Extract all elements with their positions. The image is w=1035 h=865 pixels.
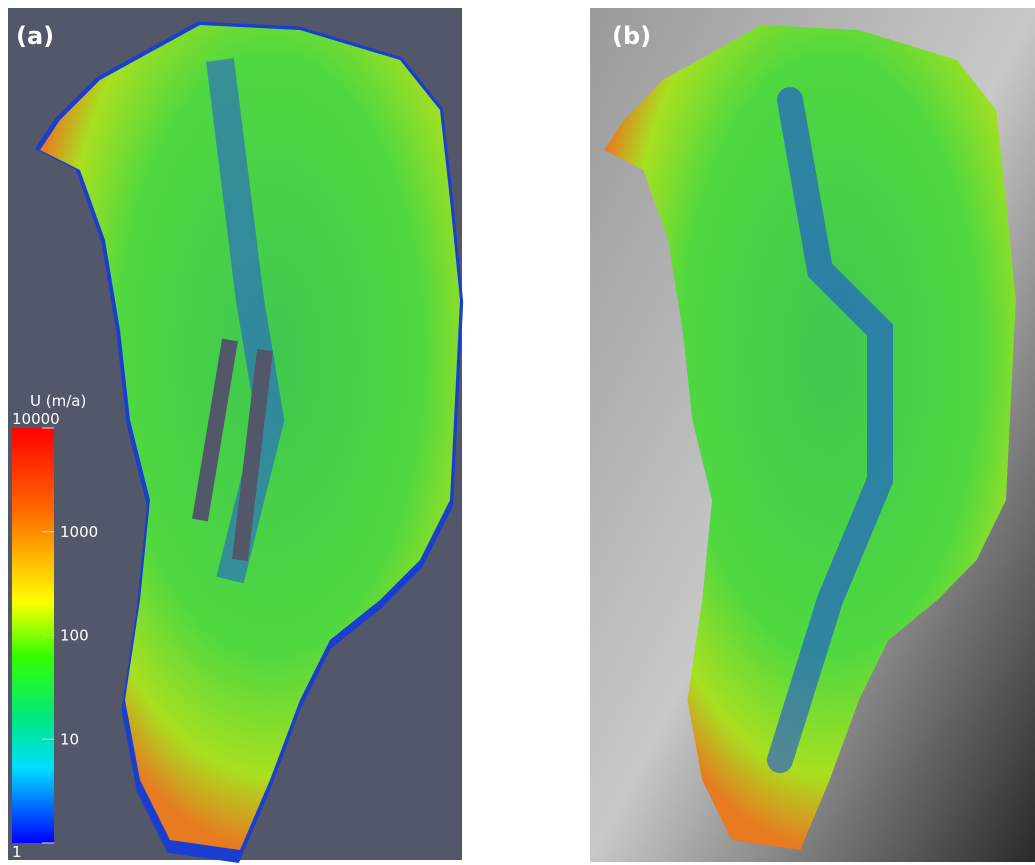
- tick-label: 100: [60, 627, 89, 645]
- panel-label: (a): [16, 22, 54, 50]
- tick-label: 10: [60, 730, 79, 748]
- tick-label: 1: [12, 843, 22, 861]
- panel-label: (b): [612, 22, 651, 50]
- colorbar-title: U (m/a): [30, 392, 86, 410]
- figure: (a) (b) U (m/a) 10000 1000 100 10 1: [0, 0, 1035, 865]
- tick-label: 10000: [12, 410, 60, 428]
- tick-label: 1000: [60, 523, 98, 541]
